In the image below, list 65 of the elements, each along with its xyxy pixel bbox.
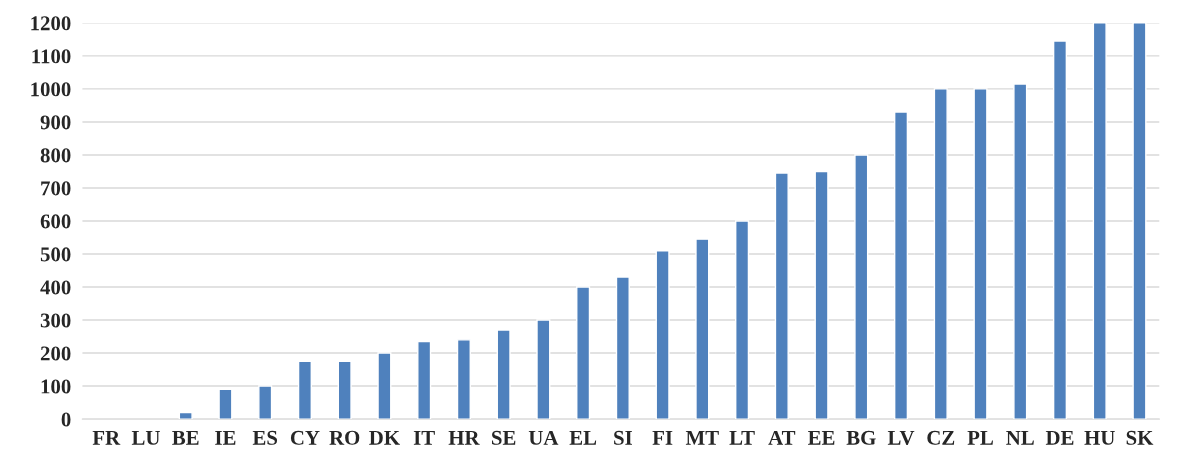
x-tick-label: IT — [413, 430, 435, 445]
bar — [615, 276, 630, 420]
y-tick-label: 1200 — [31, 16, 71, 31]
y-tick-label: 600 — [40, 214, 71, 229]
y-tick-label: 200 — [40, 346, 71, 361]
bar — [1013, 83, 1028, 420]
bar — [973, 88, 988, 420]
y-tick-label: 1000 — [31, 82, 71, 97]
x-tick-label: NL — [1006, 430, 1034, 445]
y-tick-label: 700 — [41, 181, 71, 196]
bar — [1092, 22, 1107, 420]
bar — [1132, 22, 1147, 420]
x-tick-label: LU — [131, 430, 160, 445]
x-tick-label: EE — [808, 430, 835, 445]
x-tick-label: CY — [290, 430, 320, 445]
bar — [576, 286, 591, 420]
y-tick-label: 1100 — [32, 49, 71, 64]
x-tick-label: LT — [729, 430, 755, 445]
bar — [337, 360, 352, 420]
bar — [854, 154, 869, 420]
x-tick-label: SE — [492, 430, 516, 445]
y-tick-label: 0 — [61, 412, 71, 427]
y-tick-label: 900 — [40, 115, 71, 130]
x-tick-label: LV — [887, 430, 915, 445]
bar — [1052, 40, 1068, 420]
bar — [258, 385, 273, 420]
bar — [893, 111, 909, 420]
bar — [178, 411, 193, 420]
bar — [377, 352, 392, 420]
x-tick-label: DE — [1045, 430, 1074, 445]
x-tick-label: ES — [252, 430, 278, 445]
x-tick-label: PL — [967, 430, 993, 445]
x-tick-label: DK — [369, 430, 400, 445]
x-tick-label: MT — [685, 430, 719, 445]
bar — [456, 339, 471, 420]
x-tick-label: SK — [1126, 430, 1154, 445]
y-tick-label: 400 — [40, 280, 71, 295]
y-tick-label: 100 — [41, 379, 71, 394]
x-tick-label: RO — [329, 430, 360, 445]
bar — [655, 250, 670, 420]
y-tick-label: 300 — [40, 313, 71, 328]
bar — [297, 360, 312, 420]
x-tick-label: FI — [652, 430, 673, 445]
x-tick-label: BG — [846, 430, 876, 445]
bar — [735, 220, 750, 420]
bar — [536, 319, 551, 420]
bar — [218, 388, 233, 420]
bar — [417, 340, 432, 420]
x-tick-label: HU — [1084, 430, 1115, 445]
bar — [933, 88, 948, 420]
y-tick-label: 800 — [40, 148, 71, 163]
x-tick-label: FR — [92, 430, 121, 445]
x-tick-label: AT — [768, 430, 796, 445]
x-tick-label: EL — [569, 430, 597, 445]
x-tick-label: BE — [172, 430, 199, 445]
bar — [695, 238, 710, 420]
x-tick-label: HR — [448, 430, 480, 445]
x-tick-label: SI — [614, 430, 632, 445]
x-tick-label: UA — [528, 430, 559, 445]
y-tick-label: 500 — [40, 247, 71, 262]
bar — [774, 172, 789, 420]
bar — [814, 170, 829, 420]
x-tick-label: IE — [215, 430, 236, 445]
x-tick-label: CZ — [927, 430, 955, 445]
bar — [496, 329, 511, 420]
